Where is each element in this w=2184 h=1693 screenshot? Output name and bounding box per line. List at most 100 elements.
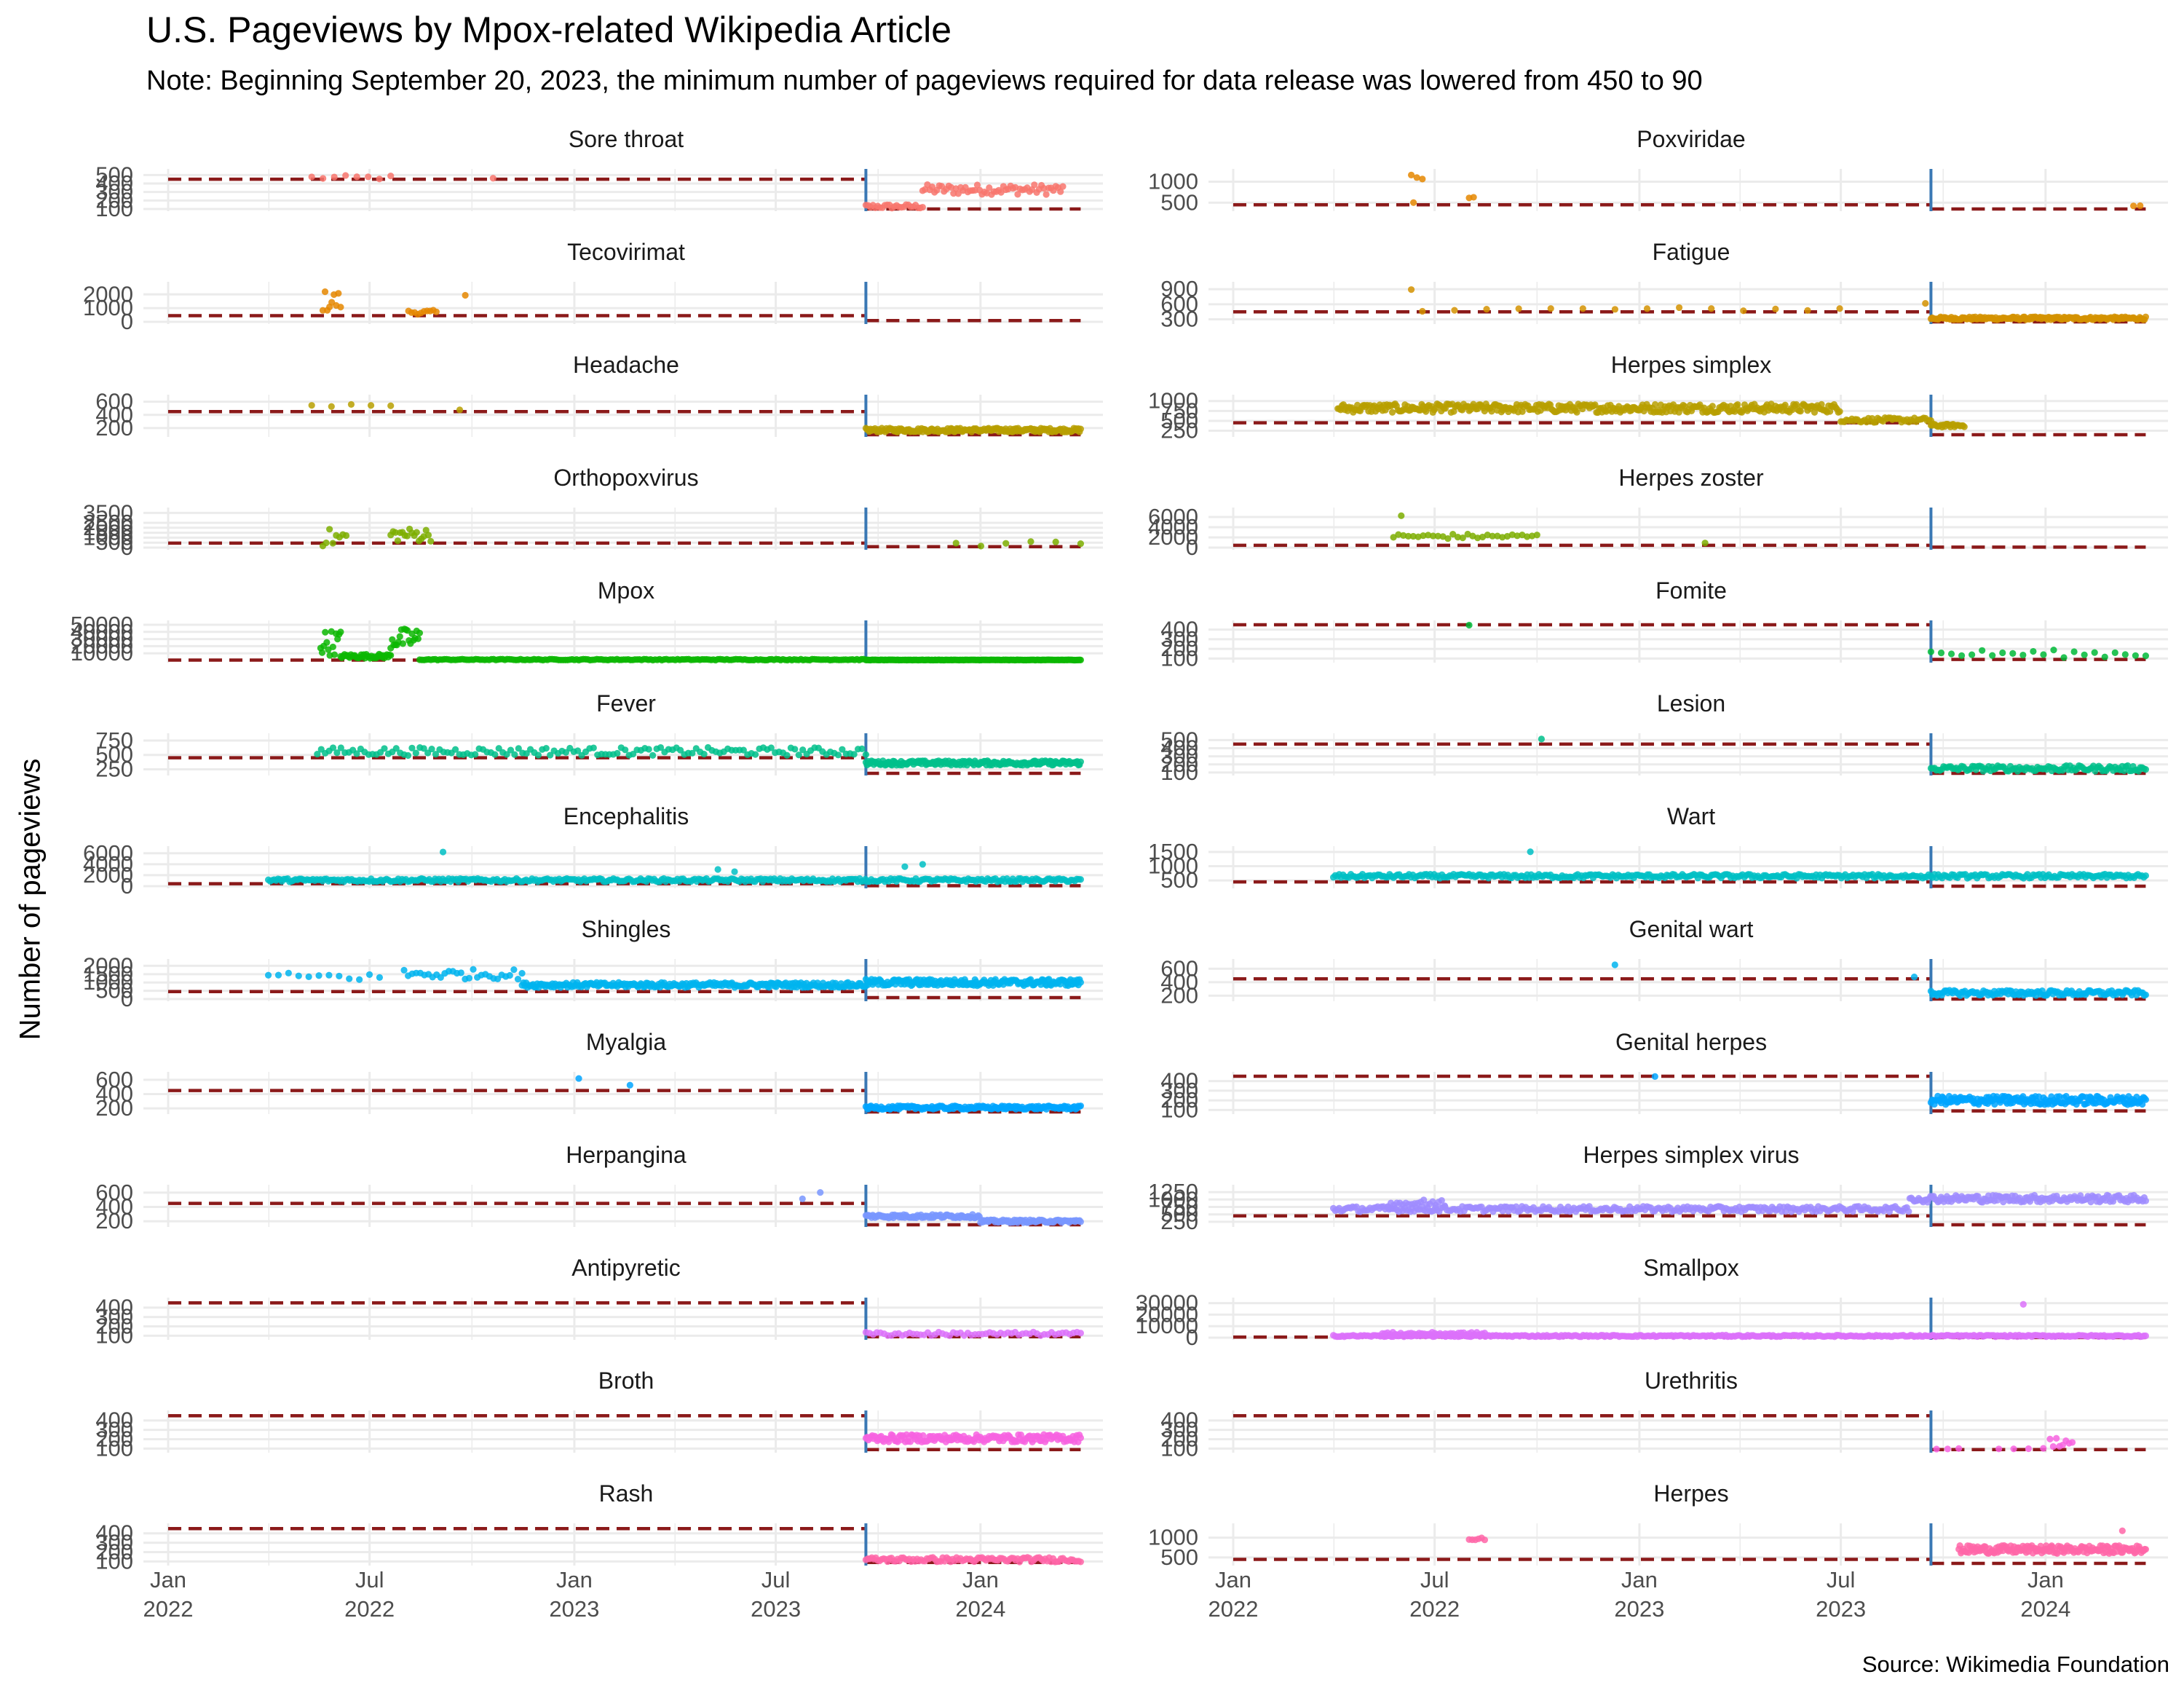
data-point xyxy=(428,745,435,753)
data-point xyxy=(2142,1096,2150,1103)
data-point xyxy=(2121,651,2129,658)
data-point xyxy=(404,751,412,759)
data-point xyxy=(1969,651,1976,658)
data-point xyxy=(1077,758,1085,765)
data-point xyxy=(376,974,384,981)
data-point xyxy=(1927,648,1935,655)
data-point xyxy=(523,750,530,757)
data-point xyxy=(285,969,292,976)
data-point xyxy=(862,751,870,758)
facet-title: Myalgia xyxy=(586,1029,666,1055)
y-tick-label: 100 xyxy=(1160,645,1198,671)
data-point xyxy=(1643,305,1651,312)
data-point xyxy=(408,744,416,751)
data-point xyxy=(1388,409,1396,416)
data-point xyxy=(1527,848,1534,856)
data-point xyxy=(387,402,395,409)
data-point xyxy=(2050,646,2057,654)
y-tick-label: 600 xyxy=(95,1067,133,1092)
data-point xyxy=(326,526,333,533)
data-point xyxy=(412,749,419,757)
data-point xyxy=(510,966,518,974)
data-point xyxy=(2139,1100,2146,1108)
data-point xyxy=(1905,1208,1912,1215)
data-point xyxy=(622,746,629,754)
data-point xyxy=(514,975,522,983)
y-tick-label: 2000 xyxy=(83,862,133,888)
y-tick-label: 1500 xyxy=(83,961,133,987)
data-point xyxy=(2142,652,2150,660)
data-point xyxy=(1515,305,1522,312)
data-point xyxy=(1772,305,1779,312)
y-tick-label: 1000 xyxy=(83,969,133,995)
data-point xyxy=(2060,654,2068,661)
data-point xyxy=(799,746,807,754)
data-point xyxy=(1040,185,1048,192)
data-point xyxy=(1390,534,1397,541)
data-point xyxy=(323,539,330,547)
data-point xyxy=(331,173,338,181)
data-point xyxy=(1499,534,1506,541)
y-tick-label: 900 xyxy=(1160,276,1198,301)
facet-title: Fever xyxy=(596,690,656,717)
data-point xyxy=(451,746,459,753)
data-point xyxy=(2142,313,2150,320)
data-point xyxy=(2142,991,2150,998)
y-tick-label: 1250 xyxy=(1148,1179,1198,1204)
data-point xyxy=(329,744,337,751)
data-point xyxy=(626,1081,633,1089)
data-point xyxy=(308,173,315,181)
facet-title: Mpox xyxy=(598,577,654,604)
data-point xyxy=(399,640,407,647)
data-point xyxy=(1398,512,1405,519)
data-point xyxy=(542,745,550,752)
data-point xyxy=(1027,538,1034,545)
facet-title: Sore throat xyxy=(569,126,684,152)
y-tick-label: 4000 xyxy=(1148,514,1198,540)
data-point xyxy=(389,636,396,643)
facet-title: Antipyretic xyxy=(571,1255,680,1281)
data-point xyxy=(1989,652,1996,659)
data-point xyxy=(2132,652,2139,659)
data-point xyxy=(1077,1218,1085,1226)
y-tick-label: 600 xyxy=(95,389,133,414)
data-point xyxy=(834,751,842,759)
data-point xyxy=(353,750,360,757)
data-point xyxy=(2130,202,2137,210)
data-point xyxy=(295,972,302,979)
data-point xyxy=(740,746,747,754)
y-tick-label: 500 xyxy=(1160,189,1198,215)
data-point xyxy=(321,288,329,296)
facet-title: Lesion xyxy=(1657,690,1725,717)
data-point xyxy=(392,529,399,536)
y-tick-label: 10000 xyxy=(71,640,133,666)
data-point xyxy=(1489,532,1496,540)
data-point xyxy=(1419,307,1426,315)
data-point xyxy=(1077,1102,1085,1110)
data-point xyxy=(1014,191,1021,198)
y-tick-label: 300 xyxy=(1160,743,1198,769)
data-point xyxy=(1709,403,1716,410)
data-point xyxy=(1454,534,1462,541)
data-point xyxy=(2137,202,2144,210)
data-point xyxy=(928,183,936,191)
data-point xyxy=(1042,191,1050,198)
data-point xyxy=(714,866,721,873)
data-point xyxy=(346,975,353,982)
data-point xyxy=(1077,1330,1085,1337)
data-point xyxy=(2101,653,2108,660)
y-tick-label: 6000 xyxy=(1148,504,1198,529)
data-point xyxy=(1465,621,1473,629)
y-tick-label: 500 xyxy=(95,162,133,187)
y-tick-label: 200 xyxy=(1160,751,1198,777)
data-point xyxy=(534,751,542,759)
y-tick-label: 250 xyxy=(1160,418,1198,443)
data-point xyxy=(337,304,344,311)
